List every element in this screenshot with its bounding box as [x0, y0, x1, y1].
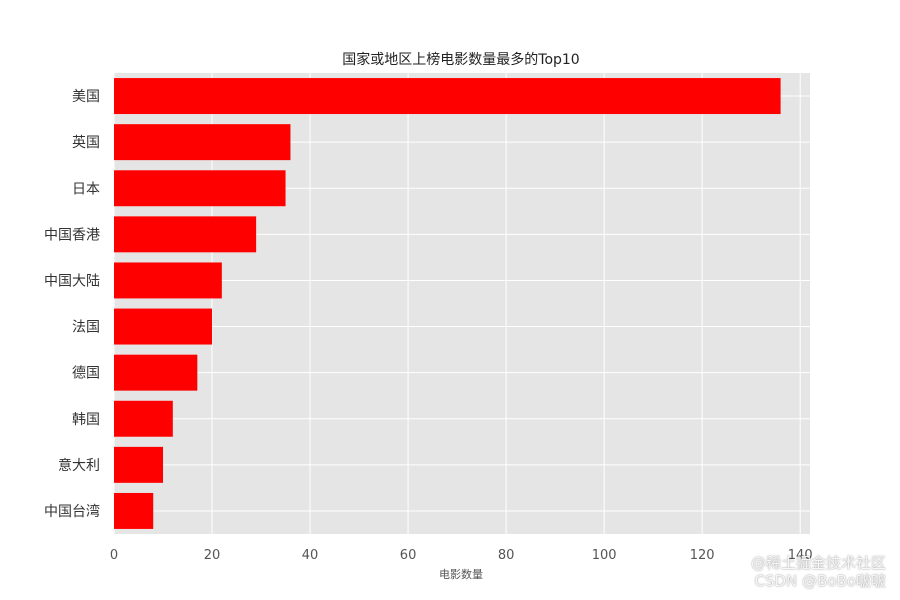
x-tick-label: 120: [690, 548, 715, 563]
y-tick-label: 中国大陆: [44, 273, 100, 289]
watermark-line-1: @稀土掘金技术社区: [750, 554, 886, 572]
bar: [114, 492, 154, 529]
x-tick-label: 80: [498, 548, 515, 563]
bar: [114, 262, 222, 299]
chart-title: 国家或地区上榜电影数量最多的Top10: [342, 51, 579, 68]
y-tick-label: 意大利: [58, 457, 100, 474]
y-tick-label: 美国: [72, 89, 100, 105]
bars: [114, 78, 781, 529]
bar: [114, 216, 257, 253]
watermark: @稀土掘金技术社区 CSDN @BoBo啵啵: [751, 554, 886, 590]
y-tick-label: 德国: [72, 366, 100, 382]
y-tick-label: 日本: [72, 181, 100, 197]
bar: [114, 446, 164, 483]
bar: [114, 400, 173, 437]
x-tick-label: 60: [400, 548, 417, 563]
y-tick-label: 法国: [72, 320, 100, 336]
bar: [114, 124, 291, 161]
y-tick-label: 中国香港: [44, 227, 100, 243]
y-tick-label: 英国: [72, 134, 100, 151]
bar: [114, 170, 286, 207]
y-tick-label: 韩国: [72, 412, 100, 428]
watermark-line-2: CSDN @BoBo啵啵: [754, 572, 886, 590]
y-tick-label: 中国台湾: [44, 503, 100, 520]
x-tick-label: 0: [110, 548, 118, 563]
x-tick-label: 20: [204, 548, 221, 563]
x-tick-label: 140: [788, 548, 813, 563]
bar: [114, 78, 781, 115]
x-tick-label: 100: [592, 548, 617, 563]
x-axis-ticks: 0 20 40 60 80 100 120 140: [110, 548, 813, 563]
bar: [114, 354, 198, 391]
x-tick-label: 40: [302, 548, 319, 563]
bar: [114, 308, 213, 345]
x-axis-label: 电影数量: [439, 568, 483, 581]
